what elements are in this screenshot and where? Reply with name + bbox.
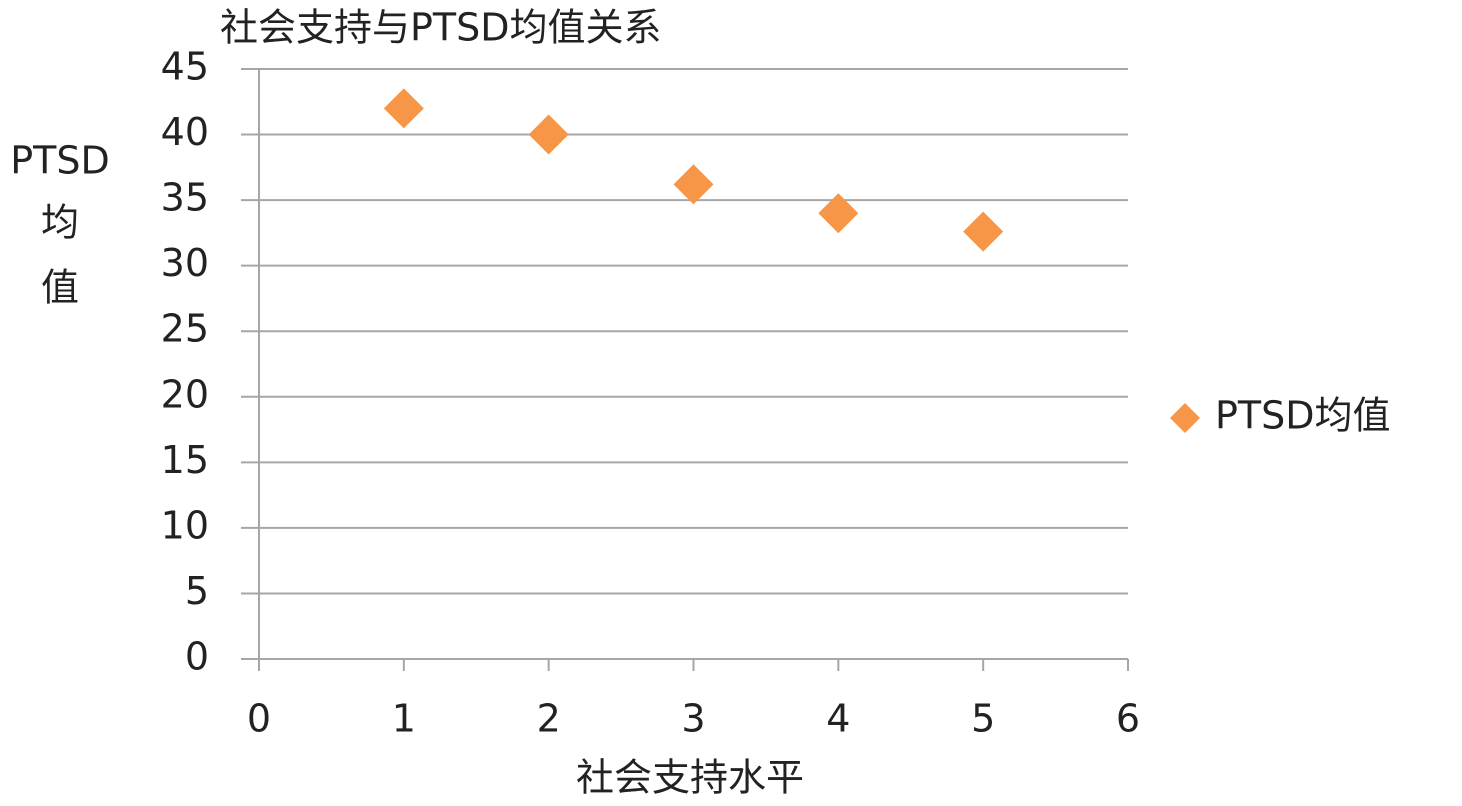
x-tick-label: 2 [537, 697, 561, 741]
x-tick-label: 1 [392, 697, 416, 741]
x-tick-label: 0 [247, 697, 271, 741]
y-axis-title: 均 [41, 201, 79, 245]
x-tick-label: 4 [826, 697, 850, 741]
y-tick-label: 10 [161, 503, 209, 547]
y-tick-label: 30 [161, 241, 209, 285]
y-tick-label: 0 [185, 635, 209, 679]
y-tick-label: 15 [161, 438, 209, 482]
legend-marker [1170, 403, 1200, 433]
point [963, 211, 1004, 252]
legend-label: PTSD均值 [1215, 394, 1391, 438]
x-tick-label: 3 [681, 697, 705, 741]
y-tick-label: 25 [161, 307, 209, 351]
y-tick-label: 20 [161, 372, 209, 416]
y-axis-title: 值 [41, 266, 79, 310]
chart-title: 社会支持与PTSD均值关系 [220, 6, 662, 50]
y-tick-label: 40 [161, 110, 209, 154]
x-axis-title: 社会支持水平 [576, 756, 804, 800]
point [818, 193, 859, 234]
point [383, 88, 424, 129]
y-axis-title: PTSD [10, 139, 110, 183]
x-tick-label: 5 [971, 697, 995, 741]
point [673, 164, 714, 205]
x-tick-label: 6 [1116, 697, 1140, 741]
y-tick-label: 5 [185, 569, 209, 613]
y-tick-label: 45 [161, 45, 209, 89]
y-tick-label: 35 [161, 176, 209, 220]
point [528, 114, 569, 155]
